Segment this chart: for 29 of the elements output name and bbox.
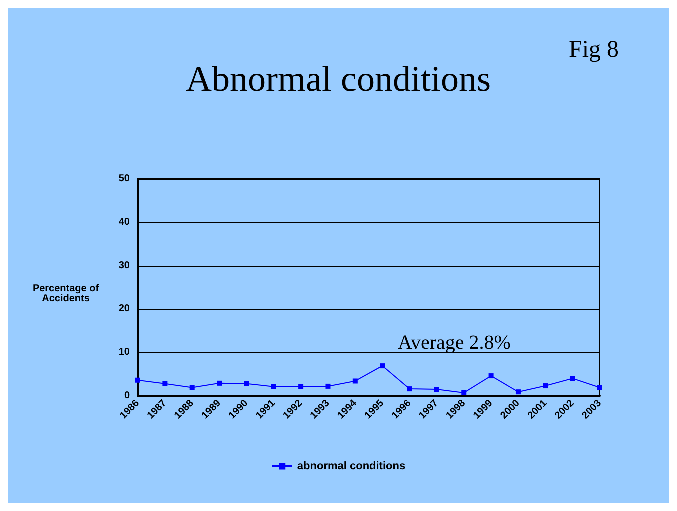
point	[516, 390, 521, 395]
point	[136, 378, 140, 383]
y-axis-title: Percentage of Accidents	[32, 284, 100, 304]
point	[352, 378, 358, 384]
point	[298, 384, 304, 390]
point	[570, 376, 576, 382]
y-tick-label: 30	[118, 260, 130, 272]
point	[380, 364, 386, 369]
chart-title: Abnormal conditions	[186, 59, 491, 99]
point	[190, 385, 195, 390]
y-tick-label: 0	[124, 390, 130, 402]
caption: Fig 8	[568, 37, 619, 63]
point	[244, 381, 250, 386]
point	[271, 384, 276, 390]
point	[462, 390, 467, 396]
y-tick-label: 10	[118, 347, 130, 358]
point	[434, 386, 440, 392]
point	[543, 384, 548, 389]
point	[488, 374, 494, 379]
point	[407, 386, 412, 392]
point	[598, 385, 602, 390]
y-tick-label: 20	[118, 304, 130, 315]
point	[162, 381, 168, 386]
annotation: Average 2.8%	[398, 332, 511, 354]
y-tick-label: 40	[118, 216, 130, 228]
point	[326, 384, 331, 389]
point	[217, 380, 222, 386]
y-tick-label: 50	[118, 174, 130, 184]
legend-label: abnormal conditions	[297, 460, 406, 472]
